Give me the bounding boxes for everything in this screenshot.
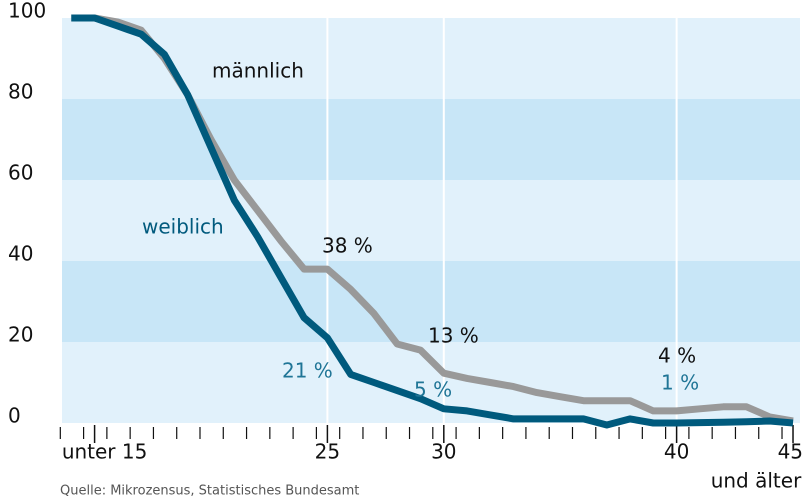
- annotation: männlich: [212, 59, 304, 83]
- x-tick-label: 25: [315, 440, 340, 464]
- x-tick-label: 45: [778, 440, 803, 464]
- x-tick-label: 40: [664, 440, 689, 464]
- annotation: 1 %: [661, 371, 699, 395]
- source: Quelle: Mikrozensus, Statistisches Bunde…: [60, 484, 359, 499]
- x-axis-note: und älter: [711, 469, 802, 493]
- y-tick-label: 40: [8, 242, 33, 266]
- annotation: weiblich: [142, 215, 224, 239]
- line-1: [71, 14, 794, 429]
- band: [62, 99, 800, 180]
- y-tick-label: 60: [8, 161, 33, 185]
- y-tick-label: 20: [8, 323, 33, 347]
- y-tick-label: 100: [8, 0, 46, 23]
- annotation: 38 %: [322, 234, 373, 258]
- annotation: 13 %: [428, 324, 479, 348]
- annotation: 4 %: [658, 344, 696, 368]
- band: [62, 18, 800, 99]
- plot: 0 20 40 60 80 100 unter 15 25 30 40 45 männlich weib…: [8, 0, 803, 464]
- annotation: 5 %: [414, 378, 452, 402]
- y-tick-label: 80: [8, 80, 33, 104]
- annotation: 21 %: [282, 359, 333, 383]
- x-tick-label: unter 15: [62, 440, 148, 464]
- y-tick-label: 0: [8, 404, 21, 428]
- x-tick-label: 30: [431, 440, 456, 464]
